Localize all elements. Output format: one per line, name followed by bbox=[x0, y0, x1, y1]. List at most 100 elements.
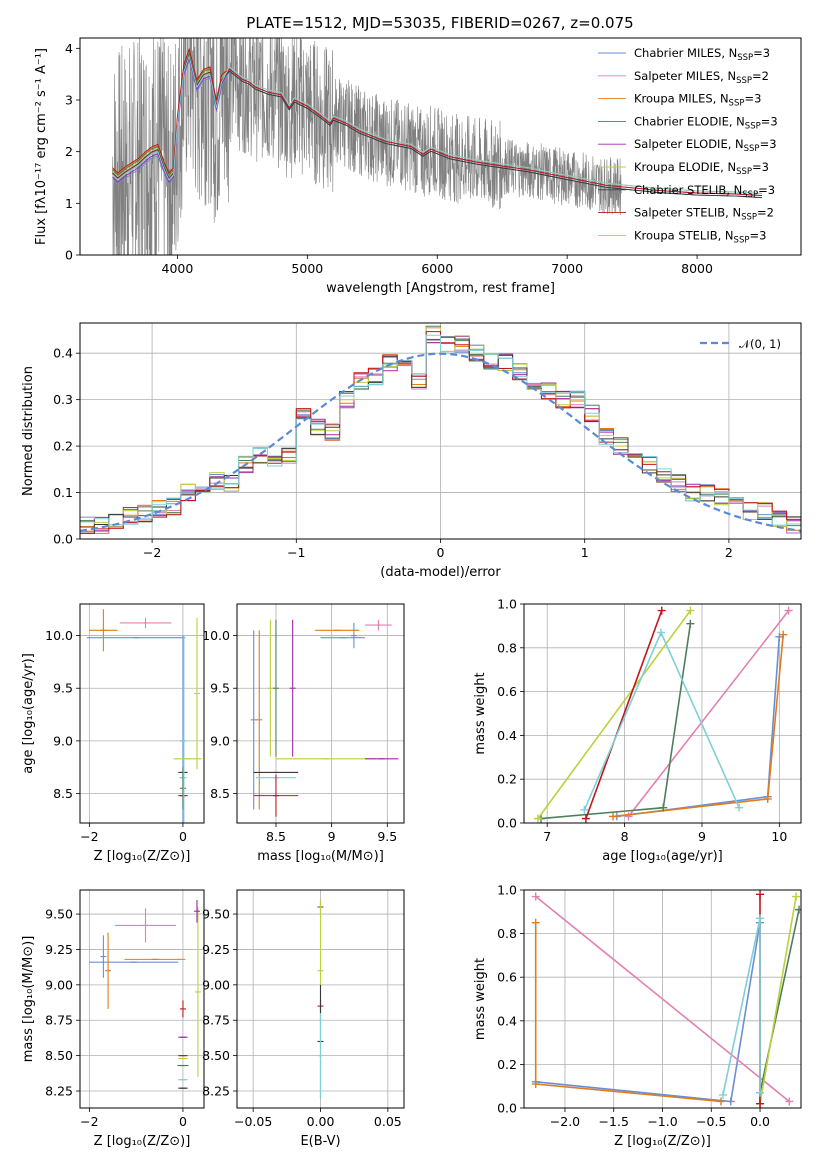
x-tick-label: 7000 bbox=[551, 261, 583, 276]
weight-series-line bbox=[540, 623, 692, 820]
legend-entry: Salpeter STELIB, NSSP=2 bbox=[634, 206, 774, 223]
x-tick-label: 8 bbox=[621, 829, 629, 844]
weight-point-marker bbox=[717, 1097, 726, 1106]
legend-tail: =3 bbox=[753, 46, 770, 60]
x-tick-label: 7 bbox=[543, 829, 551, 844]
weight-point-marker bbox=[580, 805, 589, 814]
legend-entry: Salpeter ELODIE, NSSP=3 bbox=[634, 137, 777, 154]
weight-point-marker bbox=[726, 1097, 735, 1106]
plot-area bbox=[112, 38, 763, 255]
y-tick-label: 8.75 bbox=[45, 1013, 73, 1028]
legend-label: Salpeter STELIB, N bbox=[634, 206, 741, 220]
y-tick-label: 2 bbox=[65, 144, 73, 159]
legend-label: Kroupa STELIB, N bbox=[634, 228, 734, 242]
x-axis-label: Z [log₁₀(Z/Z⊙)] bbox=[94, 1134, 191, 1149]
y-tick-label: 0.6 bbox=[497, 684, 517, 699]
y-tick-label: 8.50 bbox=[45, 1048, 73, 1063]
legend-label: Salpeter ELODIE, N bbox=[634, 137, 744, 151]
weight-series-line bbox=[627, 610, 790, 817]
weight-point-marker bbox=[735, 803, 744, 812]
x-axis-label: wavelength [Angstrom, rest frame] bbox=[326, 281, 555, 296]
x-tick-label: 4000 bbox=[162, 261, 194, 276]
weight-point-marker bbox=[795, 905, 801, 914]
legend-entry: Kroupa ELODIE, NSSP=3 bbox=[634, 160, 769, 177]
y-tick-label: 9.25 bbox=[45, 942, 73, 957]
y-tick-label: 10.0 bbox=[45, 628, 73, 643]
y-tick-label: 0.2 bbox=[497, 772, 517, 787]
legend-sub: SSP bbox=[736, 167, 752, 177]
legend-sub: SSP bbox=[745, 121, 761, 131]
chart-weight_vs_Z: −2.0 −1.5 −1.0 −0.5 0.0 0.0 0.2 0.4 0.6 0.8 1.0 Z [… bbox=[473, 883, 802, 1149]
chart-mass_vs_ebv: −0.05 0.00 0.05 8.25 8.50 8.75 9.00 9.25 9.50 E(B… bbox=[202, 889, 405, 1149]
chart-weight_vs_age: 7 8 9 10 0.0 0.2 0.4 0.6 0.8 1.0 age [log₁₀(age/yr… bbox=[473, 597, 802, 864]
normal-curve bbox=[80, 352, 801, 532]
y-tick-label: 1 bbox=[65, 196, 73, 211]
plot-area bbox=[89, 899, 201, 1089]
weight-point-marker bbox=[785, 1097, 794, 1106]
x-tick-label: −0.5 bbox=[696, 1114, 726, 1129]
y-tick-label: 3 bbox=[65, 93, 73, 108]
y-tick-label: 8.5 bbox=[210, 786, 230, 801]
y-tick-label: 9.0 bbox=[210, 733, 230, 748]
weight-series-line bbox=[534, 922, 722, 1103]
legend-label: Chabrier ELODIE, N bbox=[634, 114, 745, 128]
legend-tail: =3 bbox=[744, 92, 761, 106]
legend-label: Kroupa MILES, N bbox=[634, 92, 729, 106]
plot-area bbox=[531, 890, 801, 1108]
legend-tail: =3 bbox=[760, 137, 777, 151]
weight-series-line bbox=[585, 610, 663, 819]
weight-point-marker bbox=[531, 918, 540, 927]
chart-age_vs_Z: −2 0 8.5 9.0 9.5 10.0 Z [log₁₀(Z/Z⊙)] age [log₁… bbox=[21, 603, 205, 864]
y-tick-label: 10.0 bbox=[202, 628, 230, 643]
x-tick-label: 5000 bbox=[291, 261, 323, 276]
histogram-step bbox=[80, 334, 801, 526]
y-tick-label: 0.3 bbox=[53, 392, 73, 407]
x-tick-label: −2 bbox=[80, 829, 98, 844]
legend-label: Chabrier STELIB, N bbox=[634, 183, 742, 197]
weight-point-marker bbox=[756, 890, 765, 899]
y-tick-label: 9.25 bbox=[202, 942, 230, 957]
y-tick-label: 1.0 bbox=[497, 597, 517, 612]
x-tick-label: 8.5 bbox=[266, 829, 286, 844]
y-tick-label: 0.0 bbox=[497, 1101, 517, 1116]
x-tick-label: −1.5 bbox=[599, 1114, 629, 1129]
legend: Chabrier MILES, NSSP=3 Salpeter MILES, NS… bbox=[598, 46, 778, 245]
x-axis-label: mass [log₁₀(M/M⊙)] bbox=[257, 849, 384, 864]
x-tick-label: 0 bbox=[179, 1114, 187, 1129]
x-tick-label: −1.0 bbox=[647, 1114, 677, 1129]
legend-tail: =2 bbox=[752, 69, 769, 83]
legend-normal-label: 𝒩(0, 1) bbox=[739, 337, 781, 351]
x-tick-label: −1 bbox=[287, 545, 305, 560]
axes-frame bbox=[236, 603, 405, 824]
y-tick-label: 9.5 bbox=[210, 681, 230, 696]
weight-point-marker bbox=[779, 630, 788, 639]
x-axis-label: age [log₁₀(age/yr)] bbox=[602, 849, 723, 864]
weight-point-marker bbox=[718, 1090, 727, 1099]
legend-entry: Chabrier STELIB, NSSP=3 bbox=[634, 183, 775, 200]
legend-entry: Chabrier MILES, NSSP=3 bbox=[634, 46, 770, 63]
weight-series-line bbox=[537, 610, 692, 820]
weight-point-marker bbox=[608, 812, 617, 821]
legend-sub: SSP bbox=[744, 144, 760, 154]
axes-frame bbox=[79, 603, 205, 824]
legend-sub: SSP bbox=[737, 53, 753, 63]
x-tick-label: 0.0 bbox=[750, 1114, 770, 1129]
weight-point-marker bbox=[792, 892, 801, 901]
legend-tail: =3 bbox=[761, 114, 778, 128]
axes-frame bbox=[236, 889, 405, 1109]
weight-point-marker bbox=[531, 892, 540, 901]
x-tick-label: 10 bbox=[771, 829, 787, 844]
legend-entry: Salpeter MILES, NSSP=2 bbox=[634, 69, 769, 86]
x-tick-label: 9 bbox=[328, 829, 336, 844]
x-axis-label: Z [log₁₀(Z/Z⊙)] bbox=[614, 1134, 711, 1149]
legend-tail: =3 bbox=[758, 183, 775, 197]
x-tick-label: 0 bbox=[179, 829, 187, 844]
y-tick-label: 0.8 bbox=[497, 640, 517, 655]
y-axis-label: mass weight bbox=[473, 958, 488, 1040]
axes-frame bbox=[79, 889, 205, 1109]
x-tick-label: −2.0 bbox=[550, 1114, 580, 1129]
x-tick-label: 2 bbox=[725, 545, 733, 560]
weight-point-marker bbox=[581, 814, 590, 823]
x-tick-label: 9 bbox=[698, 829, 706, 844]
weight-series-line bbox=[535, 895, 790, 1103]
